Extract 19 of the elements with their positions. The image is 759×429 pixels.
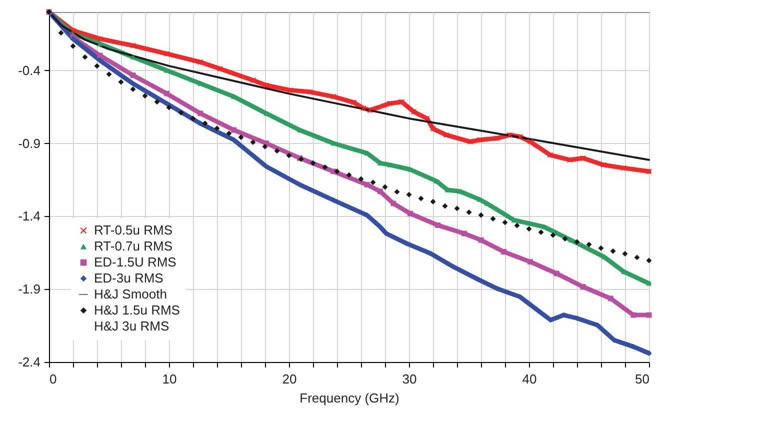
x-tick-label: 40 xyxy=(522,372,537,386)
x-tick-label: 0 xyxy=(50,372,57,386)
legend-label: RT-0.5u RMS xyxy=(94,222,173,238)
x-tick-label: 50 xyxy=(635,372,650,386)
x-axis-title: Frequency (GHz) xyxy=(300,390,400,406)
legend-label: H&J 1.5u RMS xyxy=(94,302,180,318)
y-tick-label: -1.4 xyxy=(18,208,40,224)
x-tick-label: 30 xyxy=(402,372,417,386)
legend-label: RT-0.7u RMS xyxy=(94,238,173,254)
legend-label: ED-3u RMS xyxy=(94,270,164,286)
annotation: H&J 3u RMS xyxy=(94,318,170,334)
legend-label: ED-1.5U RMS xyxy=(94,254,177,270)
x-tick-label: 10 xyxy=(162,372,177,386)
x-tick-label: 20 xyxy=(282,372,297,386)
y-tick-label: -0.9 xyxy=(18,136,40,151)
y-tick-label: -2.4 xyxy=(18,354,40,370)
y-tick-label: -1.9 xyxy=(18,282,40,297)
legend-label: H&J Smooth xyxy=(94,286,167,302)
y-tick-label: -0.4 xyxy=(18,62,40,78)
